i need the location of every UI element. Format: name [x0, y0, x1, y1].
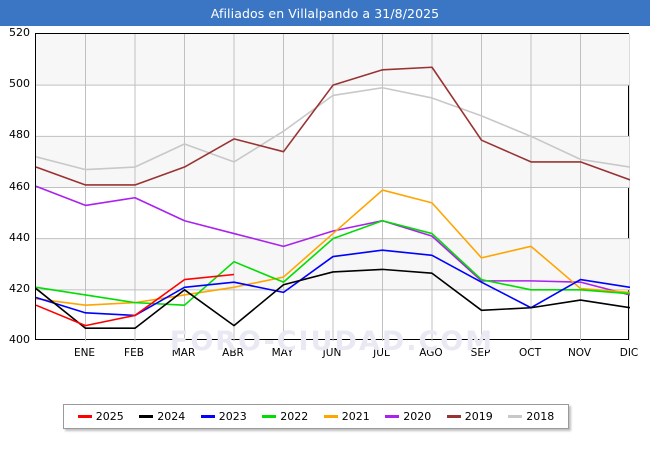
y-tick-label: 460	[9, 179, 30, 193]
legend-item-2020[interactable]: 2020	[385, 410, 431, 423]
legend-label: 2021	[341, 410, 370, 423]
legend-item-2025[interactable]: 2025	[77, 410, 124, 423]
x-tick-label: MAR	[171, 347, 196, 359]
chart-container: 400 420 440 460 480 500 520 ENE FEB MAR ABR MAY JUN…	[0, 26, 650, 450]
x-tick-label: JUL	[373, 347, 390, 359]
legend-swatch-icon	[77, 415, 92, 418]
legend-label: 2020	[403, 410, 432, 423]
x-tick-label: DIC	[619, 347, 639, 359]
y-tick-label: 520	[9, 26, 30, 39]
legend-swatch-icon	[446, 415, 461, 418]
x-tick-label: ENE	[73, 347, 96, 359]
legend-swatch-icon	[508, 415, 523, 418]
y-tick-label: 440	[9, 230, 30, 244]
x-tick-label: OCT	[518, 347, 541, 359]
plot-frame	[35, 33, 630, 341]
line-chart-plot	[36, 34, 630, 341]
y-tick-label: 480	[9, 128, 30, 142]
legend-item-2018[interactable]: 2018	[508, 410, 554, 423]
x-tick-label: AGO	[419, 347, 443, 359]
legend-label: 2022	[280, 410, 309, 423]
legend-label: 2023	[218, 410, 247, 423]
legend-item-2019[interactable]: 2019	[446, 410, 493, 423]
legend-label: 2025	[95, 410, 124, 423]
legend-swatch-icon	[139, 415, 154, 418]
legend-swatch-icon	[200, 415, 215, 418]
x-tick-label: MAY	[271, 347, 294, 359]
x-tick-label: JUN	[322, 347, 342, 359]
legend-item-2021[interactable]: 2021	[323, 410, 370, 423]
y-tick-label: 400	[9, 333, 30, 346]
legend-label: 2019	[464, 410, 493, 423]
legend-label: 2018	[526, 410, 555, 423]
chart-legend: 2025 2024 2023 2022 2021 2020 2019 2018	[63, 404, 569, 429]
legend-item-2024[interactable]: 2024	[139, 410, 185, 423]
legend-item-2023[interactable]: 2023	[200, 410, 247, 423]
x-tick-label: FEB	[124, 347, 144, 359]
x-tick-label: ABR	[222, 347, 244, 359]
window-title-bar: Afiliados en Villalpando a 31/8/2025	[0, 0, 650, 26]
legend-item-2022[interactable]: 2022	[262, 410, 308, 423]
page-title: Afiliados en Villalpando a 31/8/2025	[210, 5, 440, 21]
y-tick-label: 500	[9, 77, 30, 91]
legend-swatch-icon	[262, 415, 277, 418]
legend-label: 2024	[157, 410, 186, 423]
legend-swatch-icon	[385, 415, 400, 418]
y-tick-label: 420	[9, 281, 30, 295]
x-tick-label: SEP	[470, 347, 491, 359]
legend-swatch-icon	[323, 415, 338, 418]
x-tick-label: NOV	[567, 347, 592, 359]
